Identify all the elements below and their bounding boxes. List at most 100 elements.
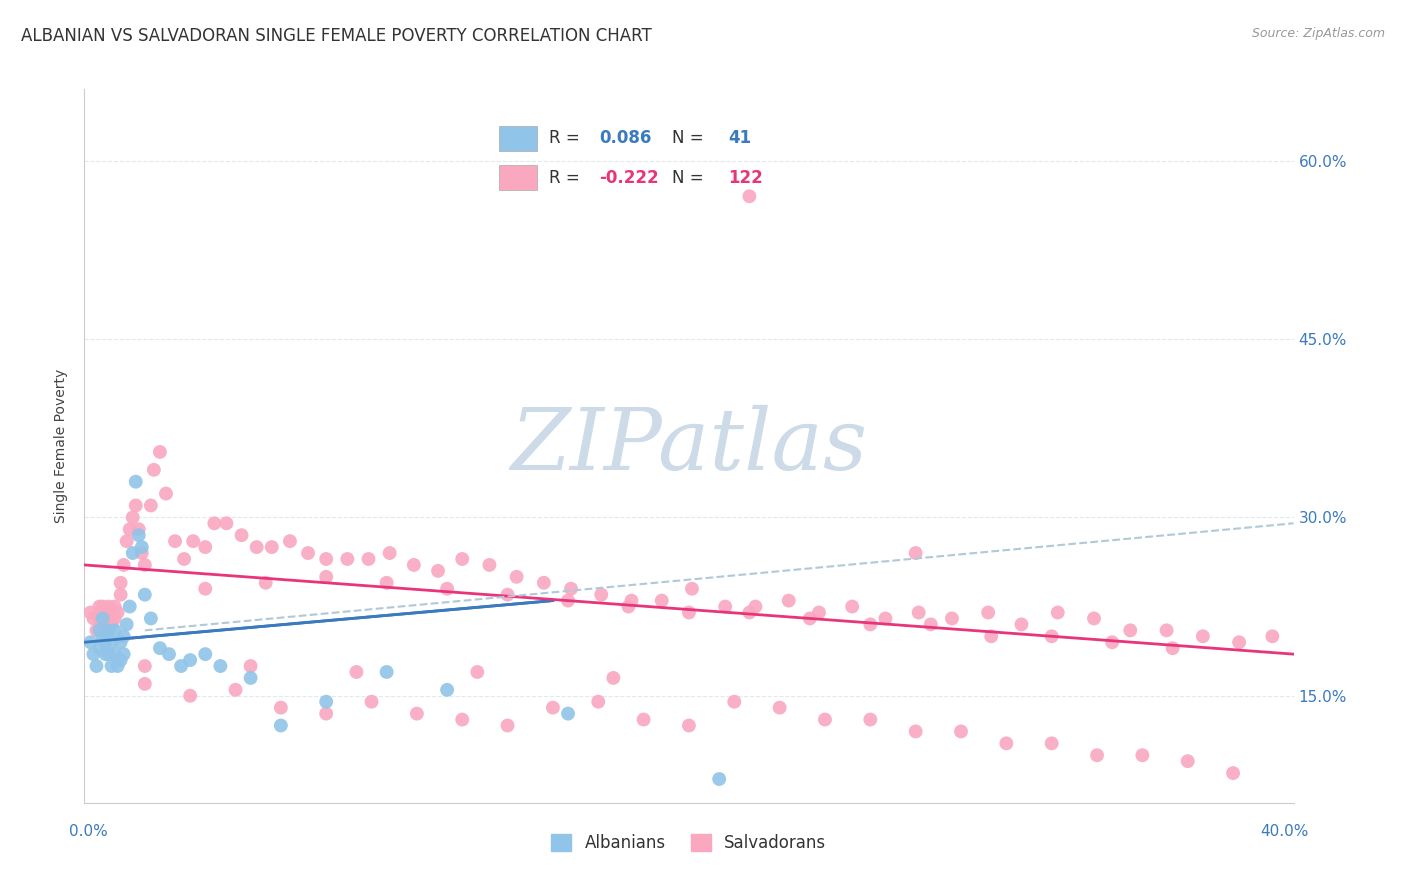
Point — [86, 659, 108, 673]
Point — [496, 718, 519, 732]
Point — [86, 624, 108, 638]
Point — [1119, 624, 1142, 638]
Point — [97, 647, 120, 661]
Point — [134, 558, 156, 572]
Point — [194, 647, 217, 661]
Point — [557, 593, 579, 607]
Point — [239, 671, 262, 685]
Point — [778, 593, 800, 607]
Point — [170, 659, 193, 673]
Point — [194, 582, 217, 596]
Point — [467, 665, 489, 679]
Point — [1083, 611, 1105, 625]
Point — [941, 611, 963, 625]
Point — [125, 499, 148, 513]
Point — [297, 546, 319, 560]
Point — [436, 582, 458, 596]
Point — [533, 575, 555, 590]
Point — [859, 617, 882, 632]
Point — [94, 635, 117, 649]
Point — [496, 588, 519, 602]
Point — [110, 635, 132, 649]
Point — [841, 599, 863, 614]
Point — [91, 617, 114, 632]
Point — [270, 700, 292, 714]
Point — [89, 611, 111, 625]
Point — [82, 647, 104, 661]
Point — [79, 606, 101, 620]
Point — [115, 534, 138, 549]
Point — [1222, 766, 1244, 780]
Point — [681, 582, 703, 596]
Point — [179, 653, 201, 667]
Point — [131, 540, 153, 554]
Point — [620, 593, 643, 607]
Point — [1011, 617, 1033, 632]
Point — [451, 552, 474, 566]
Point — [560, 582, 582, 596]
Point — [100, 606, 122, 620]
Point — [104, 624, 127, 638]
Point — [1130, 748, 1153, 763]
Point — [125, 475, 148, 489]
Point — [1085, 748, 1108, 763]
Point — [738, 189, 761, 203]
Point — [82, 611, 104, 625]
Point — [1040, 736, 1063, 750]
Point — [115, 617, 138, 632]
Point — [89, 599, 111, 614]
Point — [977, 606, 1000, 620]
Point — [814, 713, 837, 727]
Point — [505, 570, 527, 584]
Point — [100, 659, 122, 673]
Point — [225, 682, 247, 697]
Point — [799, 611, 821, 625]
Point — [541, 700, 564, 714]
Point — [110, 588, 132, 602]
Point — [118, 522, 141, 536]
Point — [406, 706, 429, 721]
Point — [112, 629, 135, 643]
Point — [904, 546, 927, 560]
Point — [157, 647, 180, 661]
Point — [451, 713, 474, 727]
Point — [128, 522, 150, 536]
Point — [875, 611, 897, 625]
Point — [1156, 624, 1178, 638]
Point — [121, 546, 143, 560]
Point — [110, 575, 132, 590]
Point — [79, 635, 101, 649]
Point — [165, 534, 187, 549]
Point — [194, 540, 217, 554]
Point — [97, 624, 120, 638]
Point — [179, 689, 201, 703]
Point — [94, 624, 117, 638]
Point — [591, 588, 613, 602]
Point — [94, 647, 117, 661]
Point — [315, 570, 337, 584]
Point — [131, 546, 153, 560]
Point — [118, 599, 141, 614]
Text: ALBANIAN VS SALVADORAN SINGLE FEMALE POVERTY CORRELATION CHART: ALBANIAN VS SALVADORAN SINGLE FEMALE POV… — [21, 27, 652, 45]
Point — [121, 510, 143, 524]
Point — [134, 659, 156, 673]
Point — [1227, 635, 1250, 649]
Point — [402, 558, 425, 572]
Point — [1161, 641, 1184, 656]
Point — [633, 713, 655, 727]
Point — [149, 445, 172, 459]
Point — [89, 641, 111, 656]
Point — [1101, 635, 1123, 649]
Point — [100, 635, 122, 649]
Point — [315, 552, 337, 566]
Point — [920, 617, 942, 632]
Point — [436, 682, 458, 697]
Point — [375, 665, 398, 679]
Point — [202, 516, 225, 531]
Point — [995, 736, 1018, 750]
Point — [315, 706, 337, 721]
Point — [112, 558, 135, 572]
Point — [859, 713, 882, 727]
Point — [950, 724, 973, 739]
Point — [91, 629, 114, 643]
